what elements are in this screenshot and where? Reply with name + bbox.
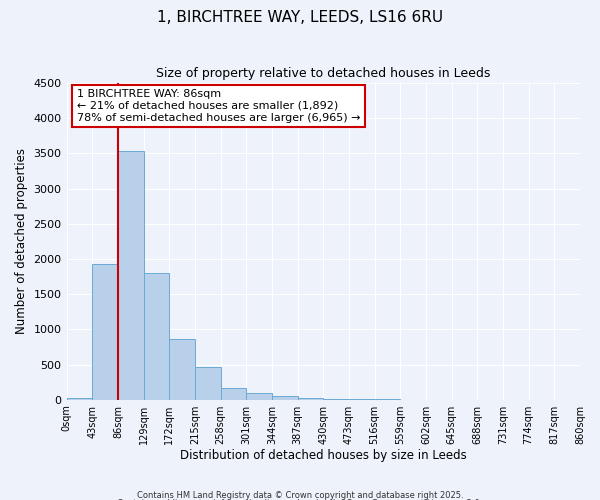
Bar xyxy=(323,398,349,400)
Text: Contains public sector information licensed under the Open Government Licence v3: Contains public sector information licen… xyxy=(118,499,482,500)
Bar xyxy=(298,398,323,400)
Text: 1, BIRCHTREE WAY, LEEDS, LS16 6RU: 1, BIRCHTREE WAY, LEEDS, LS16 6RU xyxy=(157,10,443,25)
Bar xyxy=(67,398,92,400)
Bar xyxy=(118,152,143,400)
Y-axis label: Number of detached properties: Number of detached properties xyxy=(15,148,28,334)
Text: Contains HM Land Registry data © Crown copyright and database right 2025.: Contains HM Land Registry data © Crown c… xyxy=(137,490,463,500)
Bar xyxy=(246,393,272,400)
Bar xyxy=(221,388,246,400)
Bar xyxy=(92,264,118,400)
Text: 1 BIRCHTREE WAY: 86sqm
← 21% of detached houses are smaller (1,892)
78% of semi-: 1 BIRCHTREE WAY: 86sqm ← 21% of detached… xyxy=(77,90,361,122)
Bar xyxy=(272,396,298,400)
Bar xyxy=(169,339,195,400)
Bar xyxy=(195,368,221,400)
Bar xyxy=(349,399,374,400)
Title: Size of property relative to detached houses in Leeds: Size of property relative to detached ho… xyxy=(156,68,490,80)
X-axis label: Distribution of detached houses by size in Leeds: Distribution of detached houses by size … xyxy=(180,450,467,462)
Bar xyxy=(143,273,169,400)
